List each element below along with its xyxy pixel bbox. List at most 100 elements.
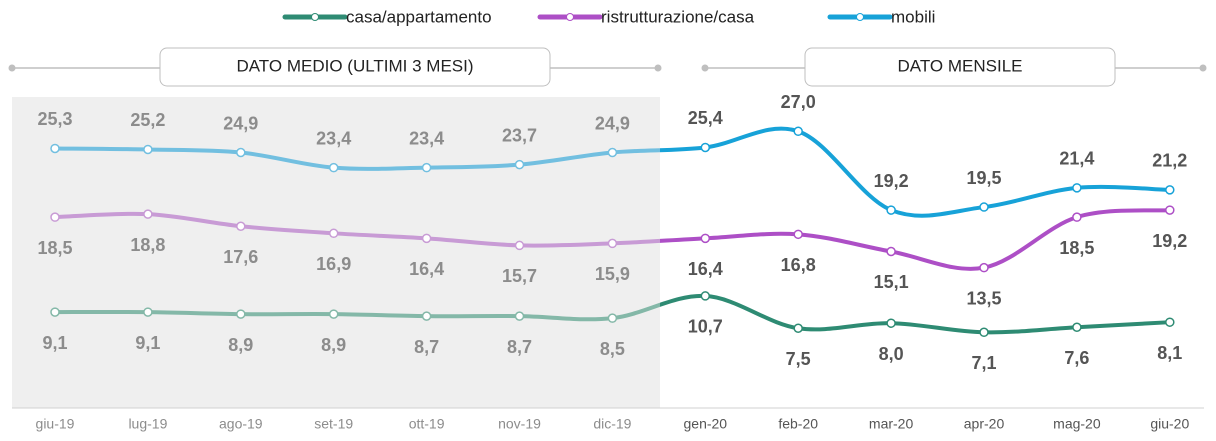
value-label: 19,5 (966, 168, 1001, 188)
value-label: 8,1 (1157, 343, 1182, 363)
x-tick-label: gen-20 (684, 416, 728, 432)
point (607, 147, 618, 158)
value-label: 23,7 (502, 125, 537, 145)
point (1072, 212, 1082, 222)
value-label: 19,2 (1152, 231, 1187, 251)
value-label: 8,9 (228, 335, 253, 355)
value-label: 15,1 (874, 272, 909, 292)
value-label: 21,4 (1059, 149, 1094, 169)
value-label: 15,7 (502, 266, 537, 286)
x-tick-label: mar-20 (869, 416, 914, 432)
section-dot (701, 64, 709, 72)
point (328, 228, 339, 239)
x-tick-label: ott-19 (409, 416, 445, 432)
point (979, 262, 989, 273)
point (607, 238, 618, 249)
section-label: DATO MENSILE (897, 56, 1022, 75)
value-label: 16,4 (409, 259, 444, 279)
value-label: 18,5 (1059, 238, 1094, 258)
point (793, 229, 803, 240)
x-tick-label: set-19 (314, 416, 353, 432)
value-label: 8,7 (414, 337, 439, 357)
point (1072, 183, 1082, 193)
point (514, 311, 525, 321)
value-label: 18,5 (37, 238, 72, 258)
point (607, 313, 618, 323)
legend-dot (856, 13, 864, 21)
point (793, 126, 803, 137)
point (979, 202, 989, 212)
point (421, 162, 432, 173)
point (1165, 205, 1175, 215)
value-label: 10,7 (688, 317, 723, 337)
value-label: 18,8 (130, 235, 165, 255)
point (328, 162, 339, 173)
x-tick-label: giu-19 (36, 416, 75, 432)
point (143, 307, 153, 317)
point (700, 142, 711, 153)
legend-label: mobili (891, 7, 935, 26)
section-label: DATO MEDIO (ULTIMI 3 MESI) (236, 56, 473, 75)
point (143, 144, 153, 155)
value-label: 15,9 (595, 264, 630, 284)
point (793, 323, 803, 333)
section-dot (654, 64, 662, 72)
point (886, 205, 896, 215)
legend-label: ristrutturazione/casa (601, 7, 755, 26)
value-label: 9,1 (42, 333, 67, 353)
point (421, 233, 432, 244)
value-label: 23,4 (409, 128, 444, 148)
value-label: 23,4 (316, 128, 351, 148)
x-tick-label: feb-20 (778, 416, 818, 432)
value-label: 25,2 (130, 110, 165, 130)
section-dot (8, 64, 16, 72)
legend-label: casa/appartamento (346, 7, 492, 26)
section-dot (1199, 64, 1207, 72)
point (514, 240, 525, 251)
value-label: 16,9 (316, 254, 351, 274)
point (700, 233, 711, 244)
value-label: 13,5 (966, 288, 1001, 308)
value-label: 17,6 (223, 247, 258, 267)
point (328, 309, 339, 319)
point (1165, 317, 1175, 327)
point (236, 147, 246, 158)
value-label: 8,9 (321, 335, 346, 355)
x-tick-label: mag-20 (1053, 416, 1101, 432)
point (50, 143, 60, 154)
value-label: 25,3 (37, 109, 72, 129)
value-label: 7,6 (1064, 348, 1089, 368)
point (1165, 185, 1175, 195)
value-label: 7,1 (971, 353, 996, 373)
point (1072, 322, 1082, 332)
point (50, 212, 60, 222)
value-label: 25,4 (688, 108, 723, 128)
value-label: 24,9 (223, 113, 258, 133)
legend-dot (311, 13, 319, 21)
x-tick-label: nov-19 (498, 416, 541, 432)
value-label: 21,2 (1152, 151, 1187, 171)
point (886, 318, 896, 328)
point (700, 291, 711, 301)
value-label: 16,4 (688, 259, 723, 279)
value-label: 7,5 (786, 349, 811, 369)
value-label: 16,8 (781, 255, 816, 275)
section-box (804, 47, 1116, 87)
x-tick-label: lug-19 (128, 416, 167, 432)
section-box (159, 47, 551, 87)
value-label: 19,2 (874, 171, 909, 191)
point (236, 309, 246, 319)
point (979, 327, 989, 338)
point (886, 246, 896, 257)
legend-dot (566, 13, 574, 21)
point (50, 307, 60, 317)
point (421, 311, 432, 321)
value-label: 24,9 (595, 113, 630, 133)
point (514, 159, 525, 170)
value-label: 8,0 (879, 344, 904, 364)
x-tick-label: giu-20 (1150, 416, 1189, 432)
x-tick-label: ago-19 (219, 416, 263, 432)
value-label: 8,5 (600, 339, 625, 359)
x-tick-label: dic-19 (593, 416, 631, 432)
